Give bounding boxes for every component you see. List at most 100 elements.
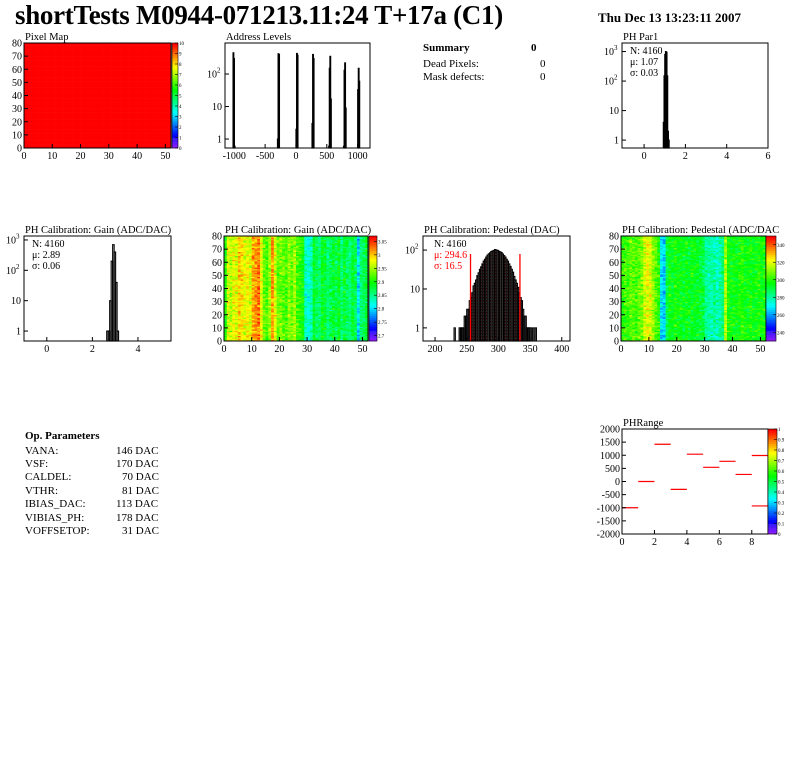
heatmap-cell <box>111 138 115 141</box>
heatmap-cell <box>89 60 93 62</box>
heatmap-cell <box>145 56 149 58</box>
heatmap-cell <box>72 62 76 65</box>
heatmap-cell <box>235 254 239 256</box>
heatmap-cell <box>72 113 76 116</box>
heatmap-cell <box>57 144 62 146</box>
heatmap-cell <box>52 119 56 121</box>
heatmap-cell <box>60 98 64 100</box>
heatmap-cell <box>46 130 50 133</box>
heatmap-cell <box>97 112 101 115</box>
heatmap-cell <box>52 129 56 132</box>
heatmap-cell <box>148 44 152 46</box>
heatmap-cell <box>86 112 90 115</box>
heatmap-cell <box>100 78 104 81</box>
heatmap-cell <box>165 125 169 128</box>
heatmap-cell <box>117 95 121 98</box>
heatmap-cell <box>32 83 36 86</box>
heatmap-cell <box>224 241 228 243</box>
heatmap-cell <box>237 297 241 300</box>
color-bar-step <box>172 66 178 69</box>
heatmap-cell <box>111 61 115 63</box>
heatmap-cell <box>57 123 62 125</box>
y-tick-exponent: 2 <box>614 74 618 82</box>
heatmap-cell <box>100 125 104 128</box>
heatmap-cell <box>105 71 110 74</box>
heatmap-cell <box>94 85 98 87</box>
heatmap-cell <box>24 77 28 79</box>
heatmap-cell <box>57 124 62 126</box>
heatmap-cell <box>49 73 53 75</box>
heatmap-cell <box>46 57 50 60</box>
heatmap-cell <box>52 54 56 57</box>
heatmap-cell <box>57 111 62 113</box>
heatmap-cell <box>63 99 67 102</box>
heatmap-cell <box>139 69 144 71</box>
heatmap-cell <box>80 81 84 83</box>
heatmap-cell <box>24 134 28 137</box>
heatmap-cell <box>86 69 90 71</box>
heatmap-cell <box>120 132 124 134</box>
heatmap-cell <box>97 64 101 66</box>
color-bar-step <box>172 129 178 132</box>
heatmap-cell <box>134 53 138 56</box>
heatmap-cell <box>226 325 230 327</box>
heatmap-cell <box>122 140 127 142</box>
heatmap-cell <box>145 43 149 45</box>
heatmap-cell <box>94 129 98 132</box>
heatmap-cell <box>89 119 93 121</box>
heatmap-cell <box>237 263 241 266</box>
color-bar-step <box>172 64 178 67</box>
heatmap-cell <box>224 246 228 249</box>
heatmap-cell <box>80 107 84 109</box>
z-tick-label: 4 <box>179 105 182 110</box>
heatmap-cell <box>89 136 93 138</box>
color-bar-step <box>172 145 178 149</box>
heatmap-cell <box>38 66 42 69</box>
heatmap-cell <box>77 79 81 82</box>
heatmap-cell <box>134 121 138 124</box>
heatmap-cell <box>148 70 152 73</box>
heatmap-cell <box>80 109 84 112</box>
heatmap-cell <box>60 65 64 67</box>
heatmap-cell <box>40 58 45 61</box>
heatmap-cell <box>240 264 244 267</box>
heatmap-cell <box>137 73 141 75</box>
heatmap-cell <box>97 109 101 112</box>
heatmap-cell <box>226 264 230 267</box>
heatmap-cell <box>162 111 166 113</box>
heatmap-cell <box>46 138 50 141</box>
heatmap-cell <box>80 95 84 98</box>
canvas-title: shortTests M0944-071213.11:24 T+17a (C1) <box>15 0 503 30</box>
heatmap-cell <box>137 116 141 119</box>
heatmap-cell <box>77 74 81 77</box>
heatmap-cell <box>154 75 158 78</box>
heatmap-cell <box>57 130 62 133</box>
heatmap-cell <box>151 128 155 130</box>
heatmap-cell <box>100 60 104 62</box>
heatmap-cell <box>232 338 236 340</box>
heatmap-cell <box>32 116 36 119</box>
heatmap-cell <box>52 94 56 96</box>
heatmap-cell <box>168 99 172 102</box>
heatmap-cell <box>32 53 36 56</box>
heatmap-cell <box>131 86 135 88</box>
heatmap-cell <box>35 100 39 103</box>
heatmap-cell <box>240 335 244 338</box>
heatmap-cell <box>26 83 30 86</box>
heatmap-cell <box>26 95 30 98</box>
heatmap-cell <box>89 88 93 91</box>
heatmap-cell <box>80 104 84 107</box>
heatmap-cell <box>24 111 28 113</box>
heatmap-cell <box>94 66 98 69</box>
heatmap-cell <box>63 142 67 145</box>
heatmap-cell <box>235 279 239 281</box>
heatmap-cell <box>60 103 64 105</box>
heatmap-cell <box>63 74 67 77</box>
heatmap-cell <box>142 85 146 87</box>
heatmap-cell <box>105 106 110 108</box>
heatmap-cell <box>162 108 166 111</box>
heatmap-cell <box>145 82 149 84</box>
heatmap-cell <box>128 95 132 98</box>
heatmap-cell <box>63 56 67 58</box>
heatmap-cell <box>142 120 146 123</box>
